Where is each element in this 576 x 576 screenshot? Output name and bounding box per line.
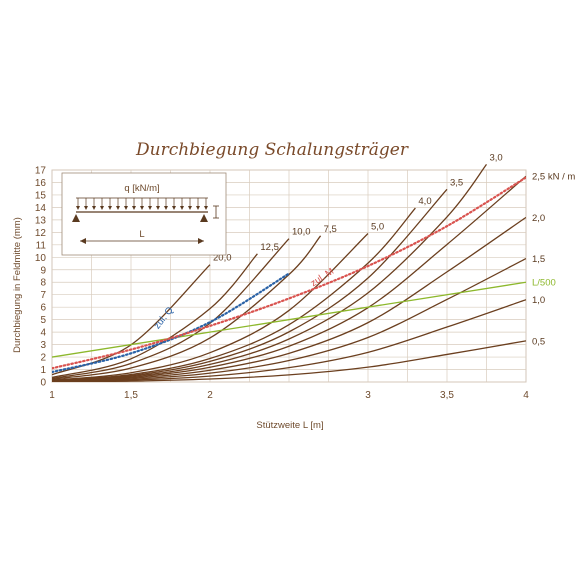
y-tick-label: 17 xyxy=(35,166,47,177)
load-arrowhead-icon xyxy=(188,206,192,210)
left-support-icon xyxy=(72,214,80,222)
span-arrow-left-icon xyxy=(80,238,86,244)
x-tick-label: 1 xyxy=(49,390,55,401)
y-tick-label: 3 xyxy=(40,340,46,351)
load-arrowhead-icon xyxy=(148,206,152,210)
load-label: q [kN/m] xyxy=(124,183,159,194)
load-arrowhead-icon xyxy=(108,206,112,210)
series-line-3 xyxy=(52,235,322,380)
x-tick-label: 3 xyxy=(365,390,371,401)
series-line-6 xyxy=(52,188,448,382)
x-tick-labels: 1 1,5 2 3 3,5 4 xyxy=(49,390,529,401)
y-tick-label: 2 xyxy=(40,353,46,364)
x-tick-label: 4 xyxy=(523,390,529,401)
load-arrowhead-icon xyxy=(84,206,88,210)
x-axis-label: Stützweite L [m] xyxy=(256,420,323,431)
series-label-8: 2,5 kN / m xyxy=(532,172,575,183)
y-tick-label: 12 xyxy=(35,228,47,239)
series-line-15 xyxy=(52,176,526,370)
load-arrowhead-icon xyxy=(164,206,168,210)
series-line-10 xyxy=(52,257,526,382)
series-label-13: L/500 xyxy=(532,278,556,289)
beam-diagram: q [kN/m] L xyxy=(61,172,227,256)
load-arrowhead-icon xyxy=(196,206,200,210)
series-label-1: 12,5 xyxy=(260,242,279,253)
y-tick-label: 10 xyxy=(35,253,47,264)
x-tick-label: 3,5 xyxy=(440,390,454,401)
series-line-14 xyxy=(52,272,291,374)
x-tick-label: 2 xyxy=(207,390,213,401)
series-label-9: 2,0 xyxy=(532,213,545,224)
series-label-12: 0,5 xyxy=(532,336,545,347)
series-label-3: 7,5 xyxy=(324,224,337,235)
series-label-10: 1,5 xyxy=(532,254,545,265)
load-arrowhead-icon xyxy=(172,206,176,210)
series-line-8 xyxy=(52,175,526,382)
series-line-13 xyxy=(52,281,526,358)
load-arrowhead-icon xyxy=(92,206,96,210)
span-arrow-right-icon xyxy=(198,238,204,244)
load-arrowhead-icon xyxy=(116,206,120,210)
y-tick-label: 15 xyxy=(35,190,47,201)
series-label-7: 3,0 xyxy=(490,152,503,163)
load-arrowhead-icon xyxy=(204,206,208,210)
series-line-1 xyxy=(52,253,258,379)
series-line-4 xyxy=(52,233,369,381)
y-tick-label: 7 xyxy=(40,290,46,301)
series-label-14: zul. Q xyxy=(152,305,176,331)
y-tick-label: 16 xyxy=(35,178,47,189)
series-label-0: 20,0 xyxy=(213,253,232,264)
y-axis-label: Durchbiegung in Feldmitte (mm) xyxy=(12,217,23,353)
series-line-12 xyxy=(52,340,526,382)
load-arrowhead-icon xyxy=(76,206,80,210)
y-tick-label: 13 xyxy=(35,215,47,226)
series-label-5: 4,0 xyxy=(418,196,431,207)
right-support-icon xyxy=(200,214,208,222)
load-arrowhead-icon xyxy=(132,206,136,210)
y-tick-label: 0 xyxy=(40,378,46,389)
series-label-4: 5,0 xyxy=(371,221,384,232)
load-arrowhead-icon xyxy=(140,206,144,210)
y-tick-label: 14 xyxy=(35,203,47,214)
load-arrowhead-icon xyxy=(156,206,160,210)
span-label: L xyxy=(139,229,144,240)
y-tick-label: 8 xyxy=(40,278,46,289)
y-tick-label: 5 xyxy=(40,315,46,326)
y-tick-label: 11 xyxy=(36,240,47,251)
load-arrows xyxy=(76,197,208,210)
y-tick-label: 1 xyxy=(40,365,46,376)
load-arrowhead-icon xyxy=(100,206,104,210)
series-line-5 xyxy=(52,207,416,382)
series-line-9 xyxy=(52,216,526,382)
x-tick-label: 1,5 xyxy=(124,390,138,401)
load-arrowhead-icon xyxy=(124,206,128,210)
y-tick-label: 6 xyxy=(40,303,46,314)
series-lines xyxy=(52,164,526,382)
series-line-7 xyxy=(52,164,488,382)
series-line-2 xyxy=(52,238,290,380)
series-label-11: 1,0 xyxy=(532,295,545,306)
y-tick-label: 9 xyxy=(40,265,46,276)
load-arrowhead-icon xyxy=(180,206,184,210)
series-label-6: 3,5 xyxy=(450,177,463,188)
y-tick-label: 4 xyxy=(40,328,46,339)
series-line-11 xyxy=(52,299,526,382)
series-label-2: 10,0 xyxy=(292,227,311,238)
chart-title: Durchbiegung Schalungsträger xyxy=(135,140,409,160)
